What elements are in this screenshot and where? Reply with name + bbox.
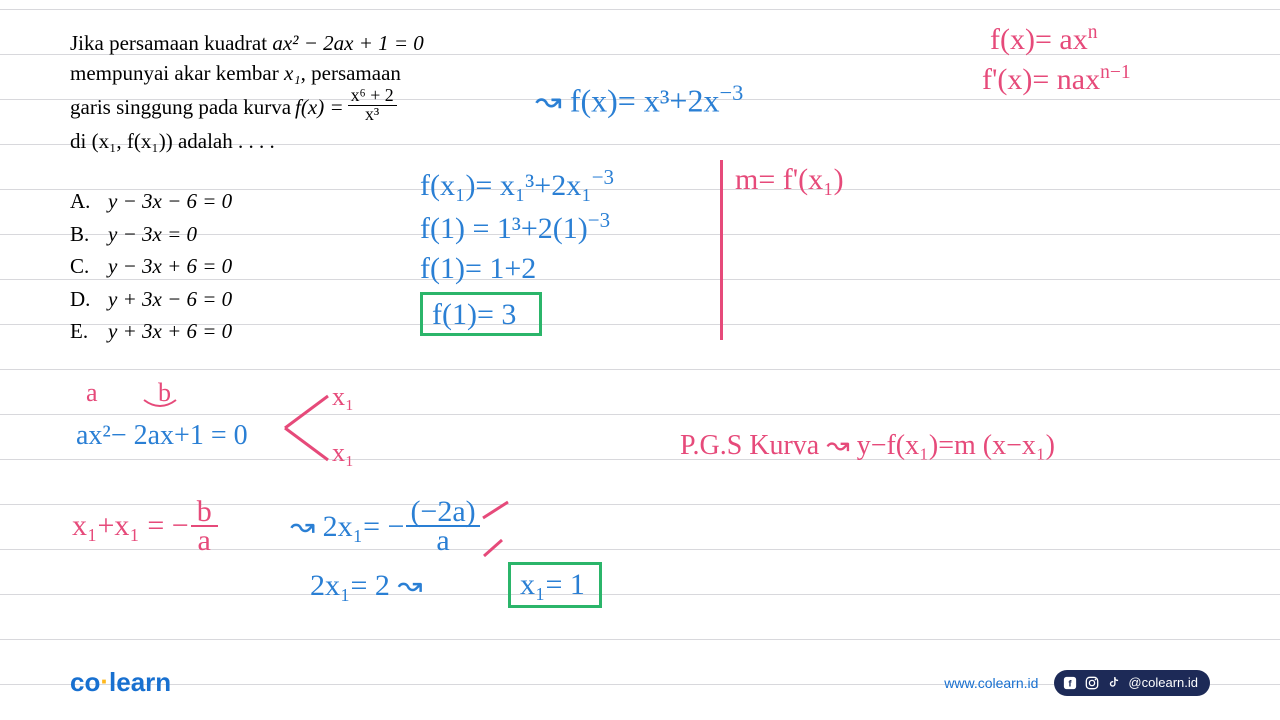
two-x1-equals-2: 2x₁= 2 ↝ [310, 568, 423, 603]
footer: co·learn www.colearn.id f @colearn.id [0, 667, 1280, 698]
vieta-sum: x₁+x₁ = − b a [72, 498, 218, 554]
option-b-text: y − 3x = 0 [108, 218, 197, 251]
footer-right: www.colearn.id f @colearn.id [944, 670, 1210, 696]
root-x1-bottom: x₁ [332, 438, 354, 468]
option-a: A. y − 3x − 6 = 0 [70, 185, 232, 218]
footer-url: www.colearn.id [944, 675, 1038, 691]
problem-equation-1: ax² − 2ax + 1 = 0 [272, 31, 423, 55]
problem-line3-pre: garis singgung pada kurva [70, 92, 291, 122]
option-a-letter: A. [70, 185, 108, 218]
tangent-line-formula: P.G.S Kurva ↝ y−f(x₁)=m (x−x₁) [680, 428, 1055, 462]
power-rule-fx: f(x)= axn [990, 22, 1097, 57]
two-x1-fraction: ↝ 2x₁= − (−2a) a [290, 498, 480, 554]
fx1-line1: f(x₁)= x₁³+2x₁−3 [420, 165, 614, 203]
option-d-letter: D. [70, 283, 108, 316]
option-c-text: y − 3x + 6 = 0 [108, 250, 232, 283]
slope-formula: m= f'(x₁) [735, 163, 844, 197]
option-e-text: y + 3x + 6 = 0 [108, 315, 232, 348]
f1-line3: f(1)= 1+2 [420, 252, 536, 286]
answer-options: A. y − 3x − 6 = 0 B. y − 3x = 0 C. y − 3… [70, 185, 232, 348]
pink-divider [720, 160, 723, 340]
problem-statement: Jika persamaan kuadrat ax² − 2ax + 1 = 0… [70, 28, 570, 156]
problem-line4: di (x₁, f(x₁)) adalah . . . . [70, 126, 570, 156]
problem-x1: x₁ [284, 61, 301, 85]
f1-line2: f(1) = 1³+2(1)−3 [420, 208, 610, 246]
problem-fx-label: f(x) = [295, 92, 344, 122]
instagram-icon [1084, 675, 1100, 691]
problem-line2-post: , persamaan [301, 61, 401, 85]
coef-b-arc [142, 398, 178, 412]
fraction-denominator: x³ [348, 106, 397, 124]
green-box-x1 [508, 562, 602, 608]
social-handle: @colearn.id [1128, 675, 1198, 690]
option-c-letter: C. [70, 250, 108, 283]
facebook-icon: f [1062, 675, 1078, 691]
option-d-text: y + 3x − 6 = 0 [108, 283, 232, 316]
green-box-f1 [420, 292, 542, 336]
option-a-text: y − 3x − 6 = 0 [108, 185, 232, 218]
colearn-logo: co·learn [70, 667, 171, 698]
option-b-letter: B. [70, 218, 108, 251]
quadratic-eq: ax²− 2ax+1 = 0 [76, 420, 248, 452]
option-b: B. y − 3x = 0 [70, 218, 232, 251]
option-e-letter: E. [70, 315, 108, 348]
problem-line1-pre: Jika persamaan kuadrat [70, 31, 272, 55]
option-e: E. y + 3x + 6 = 0 [70, 315, 232, 348]
problem-fraction: x⁶ + 2 x³ [348, 87, 397, 124]
option-d: D. y + 3x − 6 = 0 [70, 283, 232, 316]
fraction-numerator: x⁶ + 2 [348, 87, 397, 106]
root-x1-top: x₁ [332, 382, 354, 412]
coef-a-label: a [86, 378, 98, 408]
problem-line2-pre: mempunyai akar kembar [70, 61, 284, 85]
option-c: C. y − 3x + 6 = 0 [70, 250, 232, 283]
social-pill: f @colearn.id [1054, 670, 1210, 696]
fx-rewritten: ↝ f(x)= x³+2x−3 [535, 80, 743, 120]
logo-dot-icon: · [100, 666, 109, 696]
cancel-marks [478, 500, 518, 560]
power-rule-fprime: f'(x)= naxn−1 [982, 62, 1131, 97]
root-bracket [280, 388, 340, 468]
tiktok-icon [1106, 675, 1122, 691]
